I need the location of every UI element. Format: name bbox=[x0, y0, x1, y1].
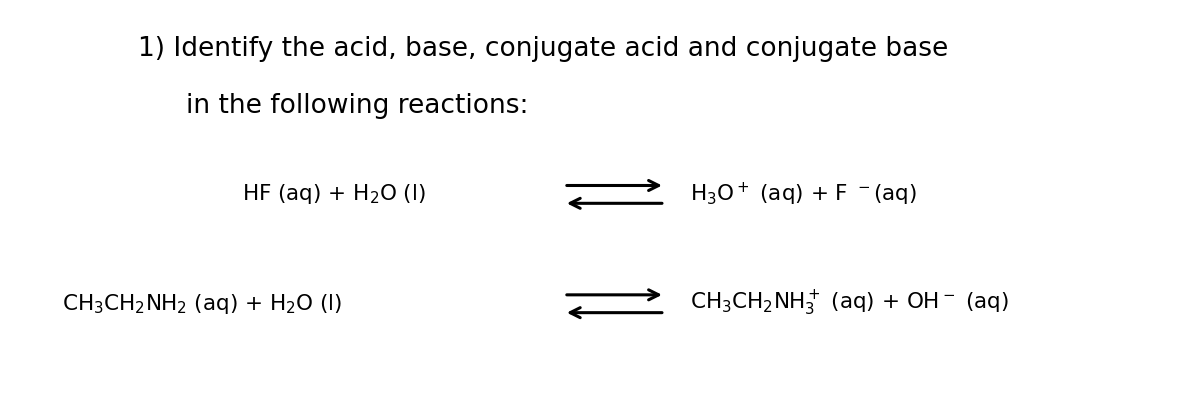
Text: CH$_3$CH$_2$NH$_3^+$ (aq) + OH$^-$ (aq): CH$_3$CH$_2$NH$_3^+$ (aq) + OH$^-$ (aq) bbox=[690, 289, 1009, 318]
Text: HF (aq) + H$_2$O (l): HF (aq) + H$_2$O (l) bbox=[242, 182, 426, 207]
Text: H$_3$O$^+$ (aq) + F $^-$(aq): H$_3$O$^+$ (aq) + F $^-$(aq) bbox=[690, 181, 917, 208]
Text: CH$_3$CH$_2$NH$_2$ (aq) + H$_2$O (l): CH$_3$CH$_2$NH$_2$ (aq) + H$_2$O (l) bbox=[61, 292, 342, 316]
Text: in the following reactions:: in the following reactions: bbox=[186, 93, 528, 119]
Text: 1) Identify the acid, base, conjugate acid and conjugate base: 1) Identify the acid, base, conjugate ac… bbox=[138, 36, 948, 62]
